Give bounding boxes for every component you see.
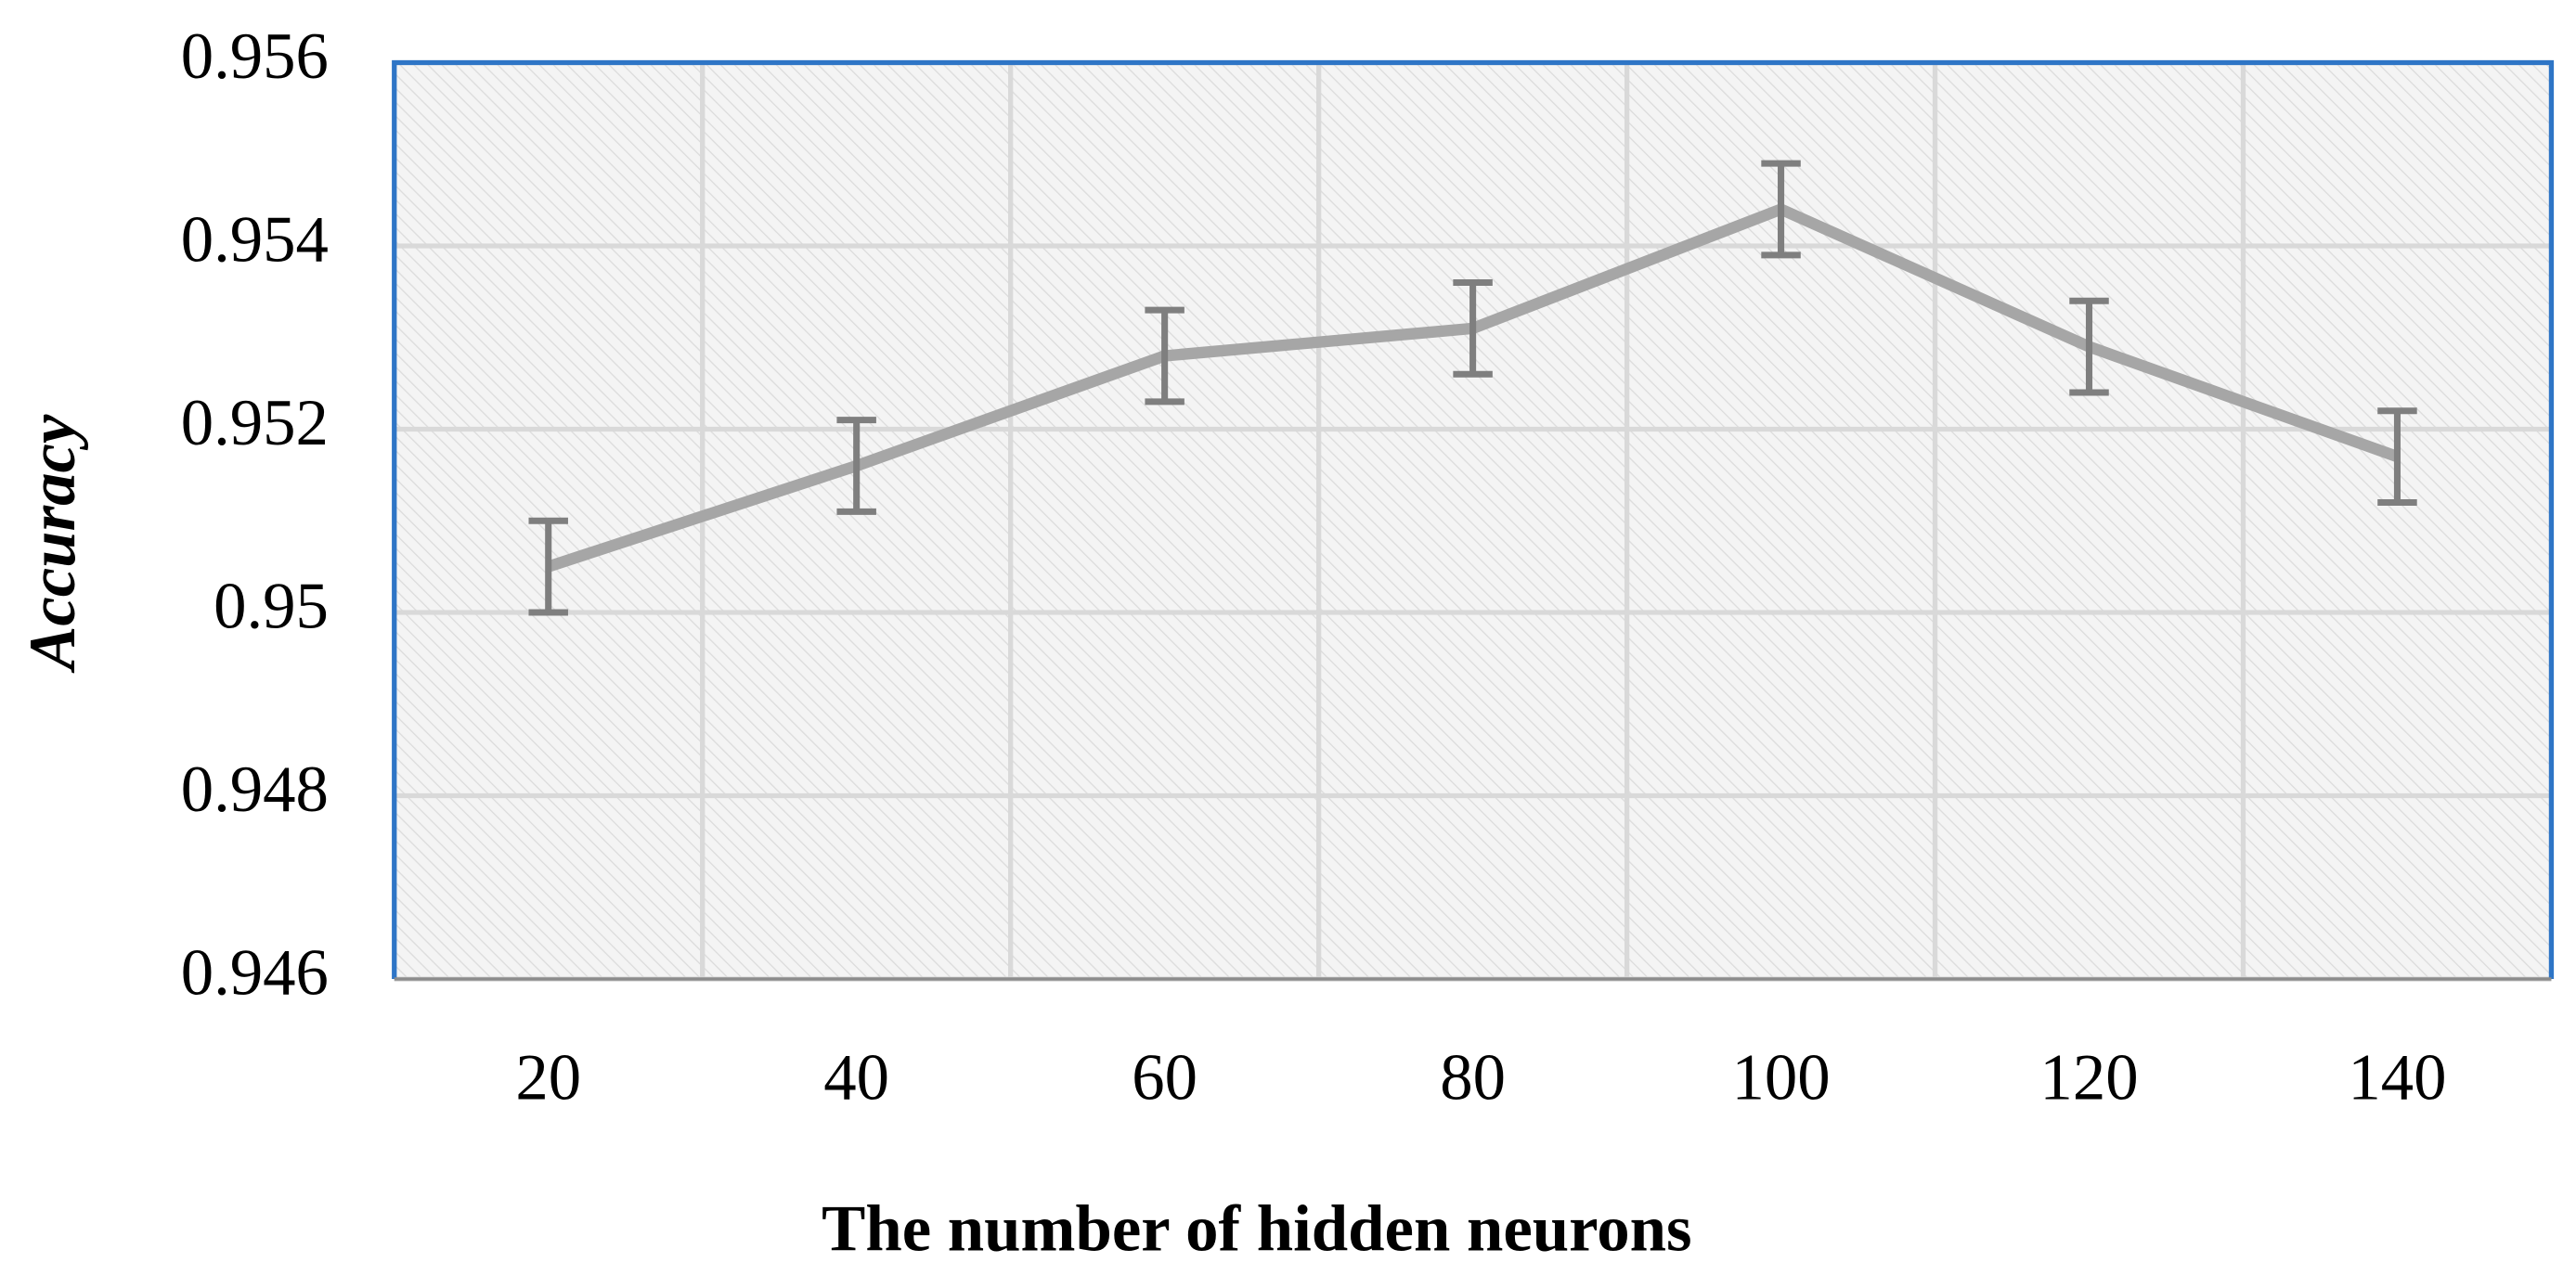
marks — [528, 160, 2417, 616]
x-tick-label: 100 — [1731, 1042, 1830, 1114]
y-tick-label: 0.954 — [181, 203, 329, 276]
error-bar — [836, 417, 876, 515]
x-tick-label: 140 — [2348, 1042, 2446, 1114]
x-tick-label: 80 — [1440, 1042, 1506, 1114]
y-axis-title: Accuracy — [17, 414, 89, 674]
y-tick-label: 0.946 — [181, 936, 329, 1009]
y-tick-label: 0.952 — [181, 387, 329, 459]
error-bar — [2377, 407, 2417, 507]
error-bar — [2069, 297, 2109, 396]
error-bar — [528, 517, 568, 616]
x-axis-title: The number of hidden neurons — [822, 1192, 1691, 1265]
x-tick-label: 40 — [823, 1042, 889, 1114]
y-tick-label: 0.956 — [181, 20, 329, 93]
error-bar — [1145, 306, 1184, 406]
y-tick-label: 0.95 — [214, 570, 329, 642]
y-tick-label: 0.948 — [181, 753, 329, 826]
error-bar — [1453, 278, 1493, 378]
x-tick-label: 20 — [515, 1042, 581, 1114]
plot-area — [394, 62, 2552, 980]
error-bar — [1761, 160, 1801, 259]
x-tick-label: 60 — [1132, 1042, 1197, 1114]
plot-border — [392, 59, 2555, 980]
x-tick-label: 120 — [2039, 1042, 2138, 1114]
